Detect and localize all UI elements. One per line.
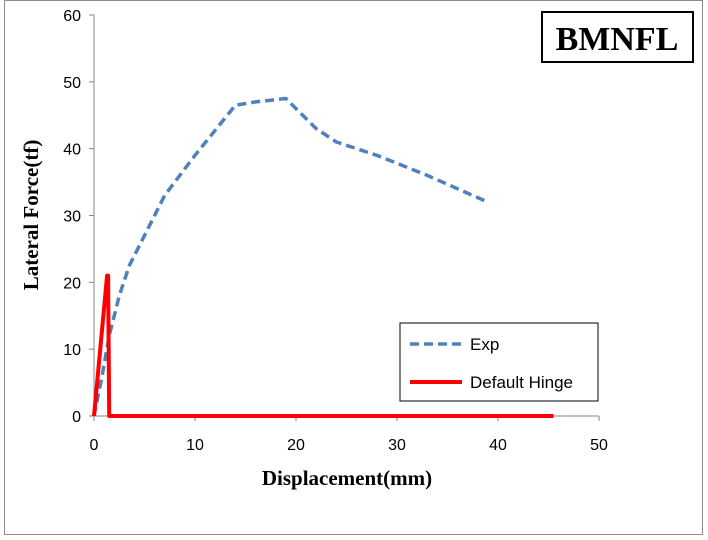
x-tick-label: 10 <box>186 437 204 454</box>
series-line-exp <box>92 96 489 417</box>
x-tick-label: 40 <box>489 437 507 454</box>
legend: Exp Default Hinge <box>399 322 599 402</box>
x-tick-label: 30 <box>388 437 406 454</box>
x-tick-label: 0 <box>90 437 99 454</box>
x-axis-title: Displacement(mm) <box>262 466 432 490</box>
y-tick-label: 20 <box>63 275 81 292</box>
legend-box <box>399 322 599 402</box>
y-tick-label: 10 <box>63 342 81 359</box>
y-tick-label: 50 <box>63 75 81 92</box>
legend-label-default-hinge: Default Hinge <box>470 373 573 392</box>
chart-badge: BMNFL <box>541 11 694 63</box>
x-tick-label: 50 <box>590 437 608 454</box>
x-tick-label: 20 <box>287 437 305 454</box>
y-tick-label: 40 <box>63 142 81 159</box>
chart-frame <box>4 0 703 535</box>
y-tick-label: 60 <box>63 8 81 25</box>
badge-box <box>541 11 694 63</box>
y-tick-label: 0 <box>72 409 81 426</box>
series-line-default-hinge <box>92 273 554 418</box>
axis-ticks: 0 10 20 30 40 50 60 0 10 20 30 40 50 <box>63 8 608 454</box>
y-axis-title: Lateral Force(tf) <box>19 140 43 291</box>
series-layer <box>92 96 554 418</box>
legend-label-exp: Exp <box>470 335 499 354</box>
y-tick-label: 30 <box>63 209 81 226</box>
badge-label: BMNFL <box>556 21 679 58</box>
